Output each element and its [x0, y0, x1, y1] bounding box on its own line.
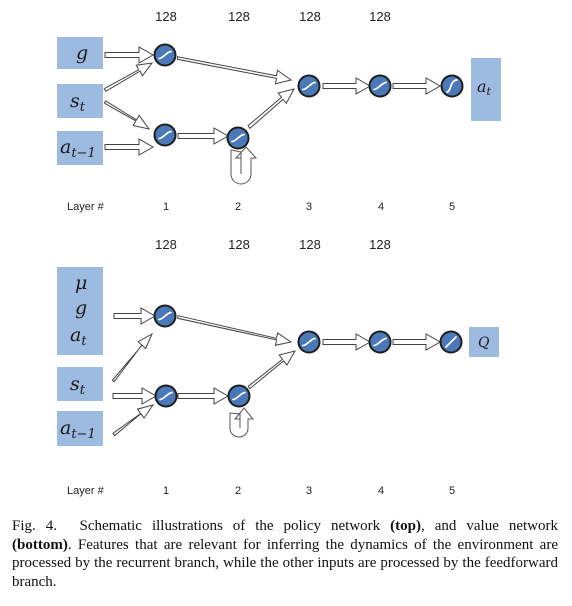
policy-input-state-label: s — [70, 90, 80, 112]
svg-text:st: st — [70, 90, 86, 115]
value-recurrent-loop-icon — [229, 407, 255, 438]
policy-unit-count-2: 128 — [228, 9, 250, 24]
value-input-prev-action-box: at−1 — [57, 411, 103, 446]
value-arrow-l3-to-l4 — [322, 333, 372, 351]
value-unit-count-3: 128 — [299, 237, 321, 252]
value-arrow-state-to-l1 — [111, 332, 154, 383]
svg-text:at: at — [477, 77, 492, 98]
value-arrow-features-to-l1 — [113, 307, 157, 325]
policy-layer-number-3: 3 — [306, 201, 312, 213]
policy-input-state-box: st — [57, 84, 103, 118]
caption-top-bold: (top) — [390, 518, 421, 534]
policy-input-goal-box: g — [57, 37, 103, 69]
caption-prefix: Fig. 4. Schematic illustrations of the p… — [12, 518, 391, 534]
policy-node-layer2 — [226, 126, 250, 150]
value-arrow-l4-to-l5 — [392, 333, 442, 351]
value-input-mu-label: μ — [75, 272, 87, 294]
value-output-box: Q — [469, 327, 499, 357]
policy-input-state-subscript: t — [80, 100, 86, 115]
policy-node-layer3 — [297, 74, 321, 98]
value-node-layer1-bottom — [154, 384, 178, 408]
policy-arrow-l2-to-l3 — [247, 88, 295, 130]
policy-input-goal-label: g — [76, 42, 88, 64]
value-node-layer5 — [439, 330, 463, 354]
policy-arrow-l3-to-l4 — [322, 77, 372, 95]
value-layer-number-1: 1 — [163, 485, 169, 497]
policy-arrows — [103, 46, 442, 156]
svg-text:st: st — [70, 373, 86, 398]
policy-arrow-goal-to-l1 — [104, 46, 155, 64]
value-layer-number-2: 2 — [235, 485, 241, 497]
value-input-prev-action-subscript: t−1 — [71, 427, 95, 442]
svg-text:at: at — [70, 324, 87, 349]
caption-suffix: . Features that are relevant for inferri… — [12, 536, 558, 590]
value-unit-count-4: 128 — [369, 237, 391, 252]
policy-arrow-prev-action-to-l1b — [104, 138, 155, 156]
value-input-state-box: st — [57, 367, 103, 401]
policy-input-prev-action-box: at−1 — [57, 131, 103, 165]
value-input-goal-label: g — [75, 297, 87, 319]
value-arrow-l2-to-l3 — [247, 350, 297, 390]
value-node-layer3 — [297, 330, 321, 354]
value-arrows — [111, 307, 442, 437]
policy-output-box: at — [471, 58, 501, 121]
policy-node-layer1-bottom — [153, 123, 177, 147]
figure-caption: Fig. 4. Schematic illustrations of the p… — [12, 517, 558, 591]
value-input-prev-action-label: a — [60, 417, 71, 439]
svg-text:at−1: at−1 — [60, 417, 96, 442]
value-input-action-subscript: t — [81, 334, 87, 349]
policy-network: 128 128 128 128 g st at−1 at — [57, 9, 501, 213]
policy-arrow-l1b-to-l2 — [177, 127, 230, 145]
value-arrow-state-to-l1b — [112, 387, 158, 405]
value-network: 128 128 128 128 μ g at st at−1 — [57, 237, 499, 497]
value-input-state-label: s — [70, 373, 80, 395]
policy-unit-count-4: 128 — [369, 9, 391, 24]
policy-output-label: a — [477, 77, 487, 96]
policy-arrow-l1-to-l3 — [177, 56, 293, 85]
value-arrow-l1-to-l3 — [177, 315, 293, 346]
policy-input-prev-action-label: a — [60, 136, 71, 158]
value-layer-label: Layer # — [67, 485, 105, 497]
value-node-layer4 — [368, 330, 392, 354]
policy-input-prev-action-subscript: t−1 — [71, 146, 95, 161]
policy-arrow-l4-to-l5 — [392, 77, 442, 95]
value-unit-count-2: 128 — [228, 237, 250, 252]
svg-text:at−1: at−1 — [60, 136, 96, 161]
value-unit-count-1: 128 — [155, 237, 177, 252]
value-input-action-label: a — [70, 324, 81, 346]
policy-node-layer1-top — [153, 43, 177, 67]
policy-output-subscript: t — [487, 85, 492, 98]
value-input-state-subscript: t — [80, 383, 86, 398]
policy-node-layer4 — [368, 74, 392, 98]
value-arrow-prev-action-to-l1b — [112, 404, 155, 437]
policy-layer-number-5: 5 — [449, 201, 455, 213]
policy-layer-number-4: 4 — [378, 201, 384, 213]
policy-layer-number-1: 1 — [163, 201, 169, 213]
policy-arrow-state-to-l1 — [103, 62, 154, 92]
policy-arrow-state-to-l1b — [103, 100, 151, 130]
value-node-layer1-top — [153, 304, 177, 328]
policy-layer-number-2: 2 — [235, 201, 241, 213]
caption-bottom-bold: (bottom) — [12, 536, 68, 553]
value-node-layer2 — [227, 384, 251, 408]
value-input-features-box: μ g at — [57, 267, 103, 355]
network-diagram: 128 128 128 128 g st at−1 at — [57, 9, 501, 497]
value-layer-number-4: 4 — [378, 485, 384, 497]
policy-recurrent-loop-icon — [230, 146, 258, 185]
policy-unit-count-3: 128 — [299, 9, 321, 24]
policy-node-layer5 — [440, 74, 464, 98]
value-layer-number-5: 5 — [449, 485, 455, 497]
value-layer-number-3: 3 — [306, 485, 312, 497]
value-arrow-l1b-to-l2 — [177, 387, 230, 405]
value-output-label: Q — [478, 335, 490, 351]
caption-middle: , and value network — [421, 518, 558, 534]
policy-layer-label: Layer # — [67, 201, 105, 213]
policy-unit-count-1: 128 — [155, 9, 177, 24]
